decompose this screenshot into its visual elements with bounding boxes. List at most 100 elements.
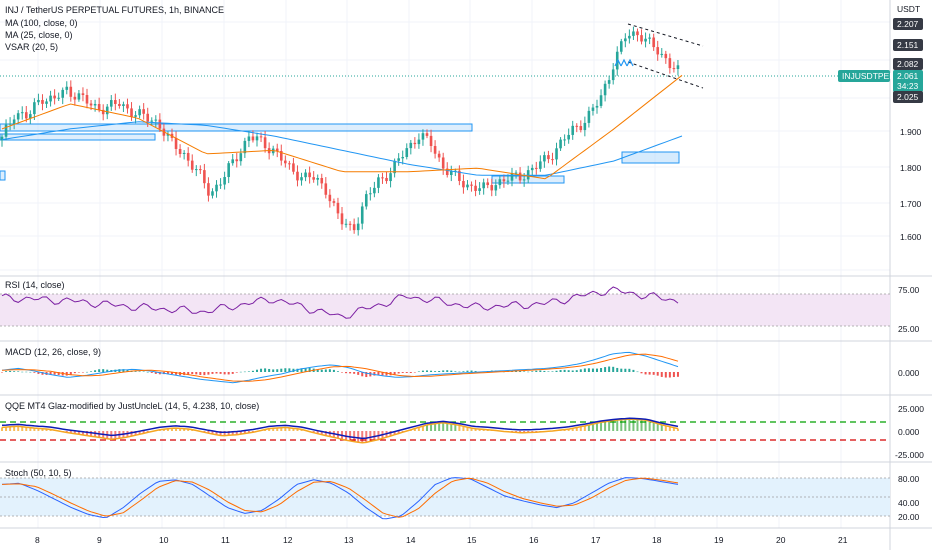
time-tick: 9 (97, 535, 102, 545)
macd-bar (349, 372, 352, 374)
macd-bar (413, 372, 416, 373)
macd-bar (316, 369, 319, 372)
candle-body (441, 157, 445, 169)
macd-title[interactable]: MACD (12, 26, close, 9) (5, 347, 101, 357)
candle-body (16, 113, 20, 120)
qqe-bar (162, 429, 165, 431)
macd-bar (300, 368, 303, 372)
macd-pane[interactable]: MACD (12, 26, close, 9) 0.000 (1, 347, 920, 384)
qqe-bar (644, 420, 647, 431)
qqe-bar (413, 428, 416, 431)
macd-bar (341, 372, 343, 373)
macd-bar (227, 372, 230, 375)
macd-bar (154, 372, 157, 374)
macd-bar (142, 371, 145, 372)
macd-bar (393, 372, 396, 375)
macd-bar (49, 372, 52, 375)
macd-bar (604, 367, 607, 372)
qqe-bar (616, 420, 619, 431)
rsi-title[interactable]: RSI (14, close) (5, 280, 65, 290)
qqe-bar (672, 427, 675, 431)
qqe-bar (171, 428, 173, 431)
macd-bar (628, 368, 631, 372)
stoch-tick: 40.00 (898, 498, 920, 508)
rsi-pane[interactable]: RSI (14, close) 75.00 25.00 (0, 280, 920, 334)
macd-bar (559, 370, 562, 372)
qqe-bar (438, 423, 441, 431)
macd-bar (563, 369, 566, 372)
candle-body (174, 137, 178, 149)
qqe-bar (389, 431, 392, 436)
time-axis[interactable]: 8 9 10 11 12 13 14 15 16 17 18 19 20 21 (35, 535, 848, 545)
stoch-pane[interactable]: Stoch (50, 10, 5) 80.00 40.00 20.00 (0, 468, 920, 522)
macd-bar (656, 372, 659, 376)
qqe-bar (587, 424, 590, 431)
macd-bar (256, 369, 258, 372)
price-badge-text: 2.082 (897, 59, 919, 69)
qqe-bar (280, 427, 283, 431)
qqe-bar (393, 431, 396, 435)
time-tick: 21 (838, 535, 848, 545)
candle-body (186, 152, 190, 161)
qqe-bar (138, 431, 141, 435)
candle-body (393, 160, 396, 174)
vsar-arrow (614, 58, 622, 67)
indicator-ma25[interactable]: MA (25, close, 0) (5, 30, 73, 40)
candle-body (142, 109, 145, 114)
candle-body (579, 126, 583, 131)
candle-body (506, 180, 510, 182)
macd-bar (470, 370, 473, 372)
qqe-slow-line (1, 417, 679, 440)
qqe-bar (243, 431, 246, 434)
candle-body (336, 202, 340, 214)
stoch-title[interactable]: Stoch (50, 10, 5) (5, 468, 72, 478)
qqe-bar (264, 429, 267, 431)
candle-body (676, 65, 680, 70)
qqe-bar (482, 429, 485, 431)
qqe-bar (29, 427, 32, 431)
candle-body (219, 184, 222, 186)
macd-bar (624, 368, 627, 372)
macd-bar (587, 368, 590, 372)
candle-body (522, 179, 526, 181)
candle-body (114, 100, 117, 104)
macd-bar (215, 372, 218, 374)
macd-bar (438, 370, 441, 372)
macd-bar (260, 368, 263, 372)
price-axis[interactable]: USDT 1.600 1.700 1.800 1.900 2.207 2.151… (838, 4, 923, 242)
macd-bar (446, 370, 449, 372)
macd-bar (235, 372, 238, 373)
qqe-bar (446, 423, 449, 431)
candle-body (498, 179, 502, 186)
qqe-bar (612, 420, 615, 431)
candle-body (648, 37, 651, 39)
qqe-bar (353, 431, 356, 442)
candle-body (401, 156, 405, 159)
candle-body (251, 136, 255, 141)
macd-bar (417, 371, 420, 372)
qqe-title[interactable]: QQE MT4 Glaz-modified by JustUncleL (14,… (5, 401, 259, 411)
macd-bar (664, 372, 667, 378)
qqe-bar (187, 429, 190, 431)
candle-body (632, 31, 635, 36)
macd-bar (126, 369, 129, 372)
macd-bar (53, 372, 56, 375)
indicator-ma100[interactable]: MA (100, close, 0) (5, 18, 78, 28)
time-tick: 14 (406, 535, 416, 545)
macd-bar (336, 371, 339, 372)
qqe-bar (442, 422, 445, 431)
symbol-title[interactable]: INJ / TetherUS PERPETUAL FUTURES, 1h, BI… (5, 5, 224, 15)
candle-body (255, 136, 259, 141)
qqe-bar (142, 431, 145, 434)
candle-body (61, 89, 65, 98)
price-tick: 1.800 (900, 163, 922, 173)
macd-bar (571, 370, 574, 372)
qqe-pane[interactable]: QQE MT4 Glaz-modified by JustUncleL (14,… (0, 401, 924, 460)
candle-body (85, 95, 89, 104)
candle-body (33, 102, 36, 115)
qqe-bar (25, 427, 28, 431)
indicator-vsar[interactable]: VSAR (20, 5) (5, 42, 58, 52)
currency-label: USDT (897, 4, 920, 14)
price-pane[interactable] (0, 23, 890, 236)
